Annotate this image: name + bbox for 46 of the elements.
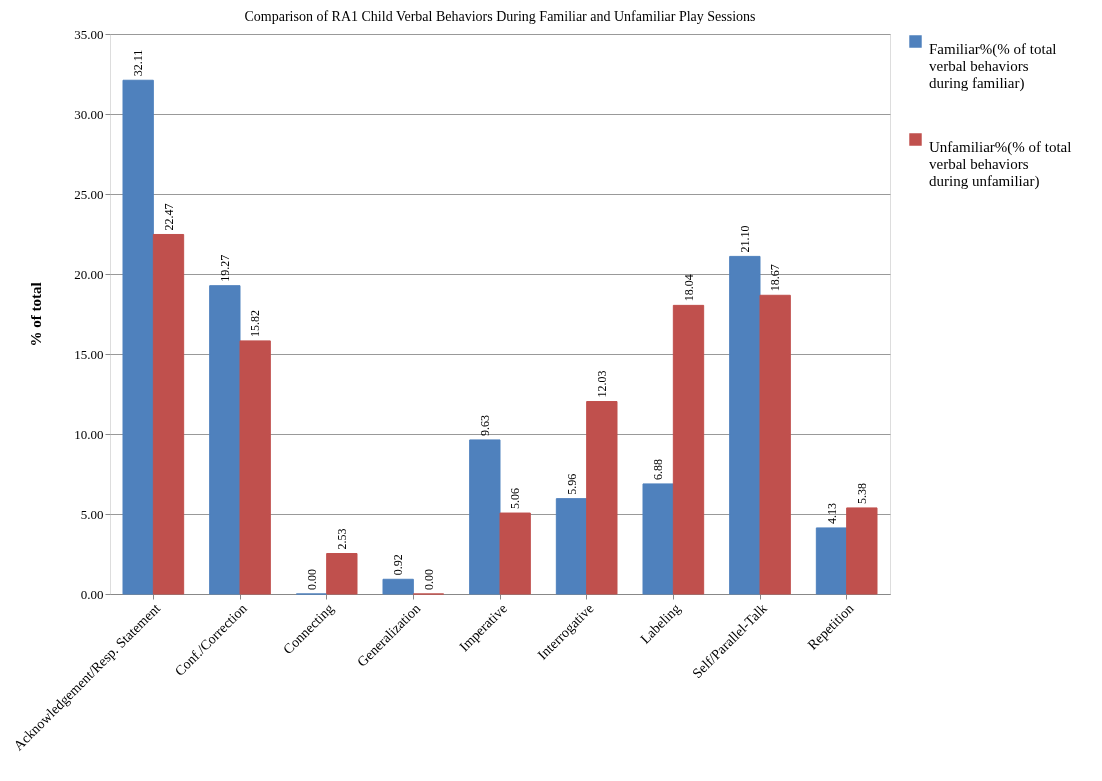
bar	[326, 553, 358, 595]
y-tick-label: 10.00	[74, 426, 104, 442]
y-tick-label: 30.00	[74, 106, 104, 122]
bar	[815, 527, 848, 595]
bar	[555, 498, 588, 595]
bar	[152, 233, 185, 595]
legend-label: Unfamiliar%(% of total verbal behaviors during unfamiliar)	[929, 138, 1072, 190]
bar	[759, 294, 791, 595]
y-tick-label: 25.00	[74, 186, 104, 202]
data-label: 19.27	[217, 254, 232, 282]
bar	[122, 79, 154, 595]
bar	[239, 340, 271, 595]
y-tick-label: 0.00	[80, 586, 104, 602]
bar	[642, 483, 674, 595]
data-label: 0.00	[304, 569, 319, 590]
bar	[586, 401, 618, 595]
data-label: 18.67	[768, 264, 783, 292]
y-tick-label: 35.00	[74, 26, 104, 42]
y-tick-label: 15.00	[74, 346, 104, 362]
bar	[209, 285, 241, 595]
data-label: 12.03	[594, 370, 609, 398]
data-label: 32.11	[131, 49, 146, 77]
y-tick-label: 20.00	[74, 266, 104, 282]
data-label: 5.38	[854, 482, 869, 504]
y-axis-title: % of total	[28, 282, 45, 347]
data-label: 5.96	[564, 473, 579, 495]
chart-title: Comparison of RA1 Child Verbal Behaviors During Familiar and Unfamiliar Play Sessions	[244, 9, 756, 24]
data-label: 22.47	[161, 203, 176, 231]
data-label: 6.88	[651, 458, 666, 480]
bar	[672, 304, 705, 595]
data-label: 0.92	[391, 554, 406, 576]
y-tick-label: 5.00	[80, 506, 104, 522]
bar	[499, 512, 531, 595]
bar	[469, 439, 501, 595]
data-label: 15.82	[248, 309, 263, 337]
data-label: 4.13	[824, 502, 839, 524]
data-label: 2.53	[334, 528, 349, 550]
bar	[382, 578, 414, 595]
data-label: 21.10	[737, 225, 752, 253]
bar	[846, 507, 878, 595]
data-label: 9.63	[477, 414, 492, 436]
data-label: 18.04	[681, 274, 696, 302]
data-label: 0.00	[421, 569, 436, 590]
data-label: 5.06	[508, 488, 523, 510]
legend-label: Familiar%(% of total verbal behaviors during familiar)	[929, 40, 1057, 92]
bar	[729, 255, 761, 595]
